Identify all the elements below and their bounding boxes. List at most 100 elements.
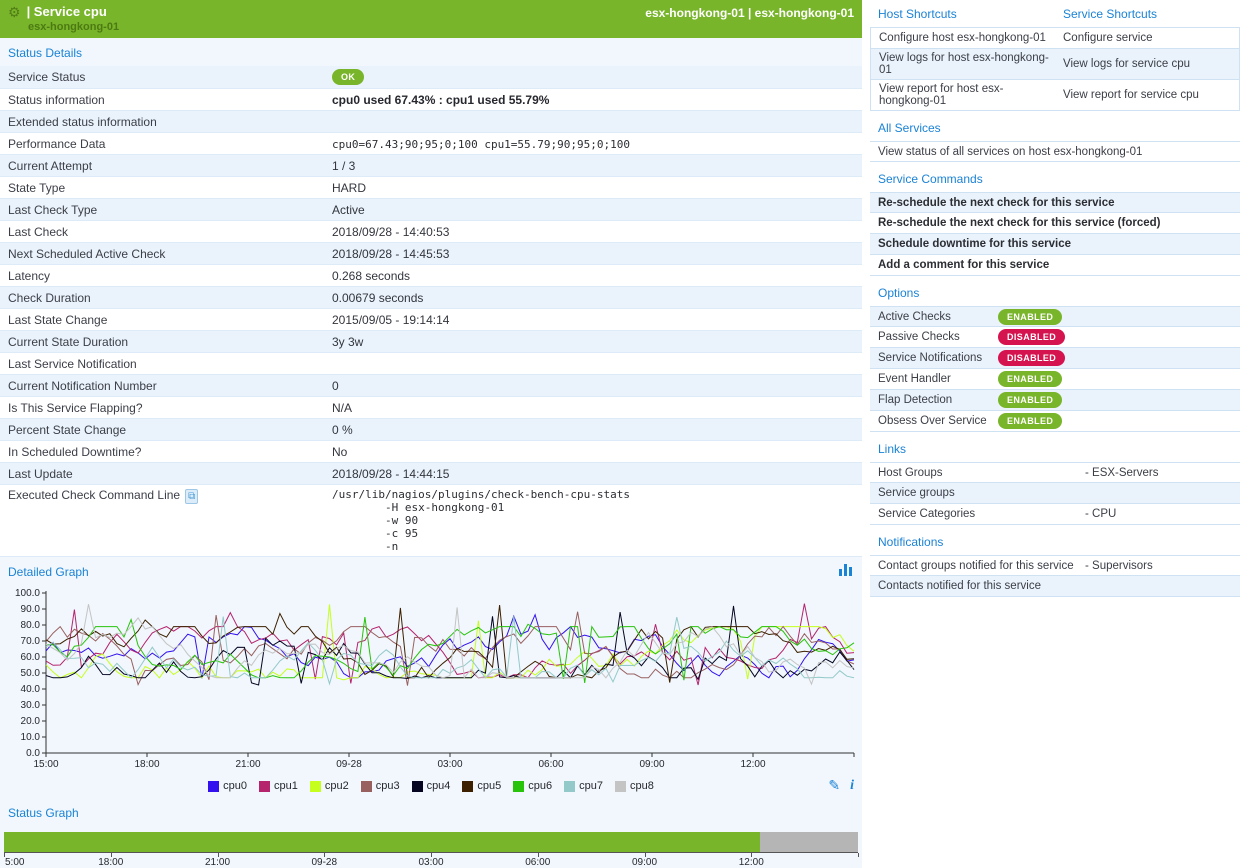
- options-heading[interactable]: Options: [878, 286, 920, 300]
- status-timeline-bar[interactable]: [4, 832, 858, 852]
- axis-label: 06:00: [525, 857, 551, 868]
- option-state-badge[interactable]: ENABLED: [998, 413, 1063, 429]
- host-shortcut-link[interactable]: View logs for host esx-hongkong-01: [879, 52, 1049, 76]
- option-row[interactable]: Service Notifications DISABLED: [870, 348, 1240, 369]
- option-row[interactable]: Active Checks ENABLED: [870, 306, 1240, 327]
- svg-text:60.0: 60.0: [21, 652, 41, 663]
- option-label: Active Checks: [878, 310, 951, 323]
- legend-swatch-cpu7: [564, 780, 576, 792]
- option-state-badge[interactable]: ENABLED: [998, 392, 1063, 408]
- option-row[interactable]: Flap Detection ENABLED: [870, 390, 1240, 411]
- option-row[interactable]: Passive Checks DISABLED: [870, 327, 1240, 348]
- table-row: Last Check 2018/09/28 - 14:40:53: [0, 221, 862, 243]
- axis-tick: [4, 853, 5, 857]
- page-title: | Service cpu: [26, 4, 107, 19]
- service-shortcut-link[interactable]: Configure service: [1063, 32, 1153, 44]
- option-row[interactable]: Event Handler ENABLED: [870, 369, 1240, 390]
- options-list: Active Checks ENABLED Passive Checks DISABL…: [870, 306, 1240, 432]
- table-row: Last Check Type Active: [0, 199, 862, 221]
- edit-graph-icon[interactable]: ✎: [828, 777, 841, 793]
- row-label: Service Status: [8, 70, 86, 84]
- gear-icon[interactable]: ⚙: [8, 3, 21, 20]
- row-value: /usr/lib/nagios/plugins/check-bench-cpu-…: [332, 485, 630, 556]
- legend-label: cpu3: [375, 780, 400, 792]
- service-commands-heading[interactable]: Service Commands: [878, 172, 983, 186]
- notifications-heading[interactable]: Notifications: [878, 535, 944, 549]
- axis-label: 18:00: [98, 857, 124, 868]
- header-host-subtitle[interactable]: esx-hongkong-01: [28, 21, 120, 33]
- service-command-row: Add a comment for this service: [870, 255, 1240, 276]
- row-value: 1 / 3: [332, 158, 356, 173]
- row-label: State Type: [8, 180, 66, 195]
- legend-item: cpu4: [411, 780, 450, 792]
- row-value: No: [332, 444, 348, 459]
- svg-text:50.0: 50.0: [21, 668, 41, 679]
- service-detail-panel: ⚙ | Service cpu esx-hongkong-01 | esx-ho…: [0, 0, 862, 868]
- header-host-links[interactable]: esx-hongkong-01 | esx-hongkong-01: [645, 6, 854, 20]
- row-label: Latency: [8, 268, 51, 283]
- link-label: Service Categories: [878, 508, 976, 520]
- table-row: Current Attempt 1 / 3: [0, 155, 862, 177]
- option-row[interactable]: Obsess Over Service ENABLED: [870, 411, 1240, 432]
- row-label: Status information: [8, 92, 105, 107]
- option-state-badge[interactable]: ENABLED: [998, 371, 1063, 387]
- service-command-link[interactable]: Re-schedule the next check for this serv…: [878, 196, 1115, 209]
- table-row: Current State Duration 3y 3w: [0, 331, 862, 353]
- legend-item: cpu3: [360, 780, 400, 792]
- option-label: Flap Detection: [878, 394, 953, 406]
- action-sidebar: Host Shortcuts Service Shortcuts Configu…: [870, 0, 1240, 867]
- legend-swatch-cpu3: [360, 780, 372, 792]
- row-value: 0.00679 seconds: [332, 290, 424, 305]
- row-label: Last Update: [8, 466, 73, 481]
- info-icon[interactable]: i: [850, 777, 854, 793]
- row-value: 2018/09/28 - 14:40:53: [332, 224, 450, 239]
- option-state-badge[interactable]: ENABLED: [998, 308, 1063, 325]
- service-shortcut-link[interactable]: View logs for service cpu: [1063, 58, 1190, 70]
- chart-legend: cpu0 cpu1 cpu2 cpu3 cpu4 cpu5 cpu6 cpu7 cpu8 ✎ i: [0, 774, 862, 798]
- detailed-graph-heading[interactable]: Detailed Graph: [0, 557, 862, 585]
- cpu-line-chart: 100.0 90.0 80.0 70.0 60.0 50.0 40.0 30.0 20.0 10.…: [15, 588, 855, 770]
- copy-command-icon[interactable]: ⧉: [185, 489, 199, 504]
- service-command-link[interactable]: Add a comment for this service: [878, 259, 1050, 271]
- all-services-link[interactable]: View status of all services on host esx-…: [878, 145, 1143, 158]
- row-value: 0.268 seconds: [332, 268, 411, 283]
- service-command-row: Re-schedule the next check for this serv…: [870, 213, 1240, 234]
- service-command-row: Schedule downtime for this service: [870, 234, 1240, 255]
- notification-label: Contact groups notified for this service: [878, 559, 1074, 572]
- host-shortcut-link[interactable]: Configure host esx-hongkong-01: [879, 32, 1046, 44]
- svg-text:18:00: 18:00: [134, 759, 159, 770]
- row-value: 2015/09/05 - 19:14:14: [332, 312, 450, 327]
- table-row: Latency 0.268 seconds: [0, 265, 862, 287]
- service-command-link[interactable]: Re-schedule the next check for this serv…: [878, 217, 1161, 229]
- links-heading[interactable]: Links: [878, 442, 907, 456]
- row-label: Current Notification Number: [8, 378, 157, 393]
- all-services-heading[interactable]: All Services: [878, 121, 941, 135]
- svg-text:70.0: 70.0: [21, 636, 41, 647]
- link-value[interactable]: - ESX-Servers: [1085, 466, 1159, 479]
- host-shortcut-link[interactable]: View report for host esx-hongkong-01: [879, 83, 1004, 107]
- status-details-heading[interactable]: Status Details: [0, 38, 862, 66]
- legend-item: cpu1: [258, 780, 298, 792]
- legend-swatch-cpu8: [615, 780, 626, 792]
- service-shortcuts-heading[interactable]: Service Shortcuts: [1063, 7, 1158, 21]
- status-graph-heading[interactable]: Status Graph: [0, 798, 862, 826]
- option-state-badge[interactable]: DISABLED: [998, 329, 1066, 345]
- notification-value[interactable]: - Supervisors: [1085, 559, 1153, 572]
- status-graph-area: 5:00 18:00 21:00 09-28 03:00 06:00 09:00 12:00: [0, 826, 862, 868]
- legend-item: cpu8: [615, 780, 654, 792]
- legend-swatch-cpu1: [258, 780, 270, 792]
- legend-swatch-cpu6: [513, 780, 525, 792]
- svg-text:90.0: 90.0: [21, 604, 41, 615]
- row-value: 3y 3w: [332, 334, 364, 349]
- axis-label: 09-28: [311, 857, 338, 868]
- bar-chart-icon[interactable]: [839, 564, 852, 576]
- service-command-link[interactable]: Schedule downtime for this service: [878, 238, 1071, 250]
- svg-text:03:00: 03:00: [437, 759, 462, 770]
- axis-tick: [324, 853, 326, 857]
- check-command-text: /usr/lib/nagios/plugins/check-bench-cpu-…: [332, 488, 631, 553]
- option-state-badge[interactable]: DISABLED: [998, 350, 1066, 366]
- service-shortcut-link[interactable]: View report for service cpu: [1063, 89, 1199, 101]
- table-row: Extended status information: [0, 111, 862, 133]
- host-shortcuts-heading[interactable]: Host Shortcuts: [878, 7, 957, 21]
- link-value[interactable]: - CPU: [1085, 508, 1117, 520]
